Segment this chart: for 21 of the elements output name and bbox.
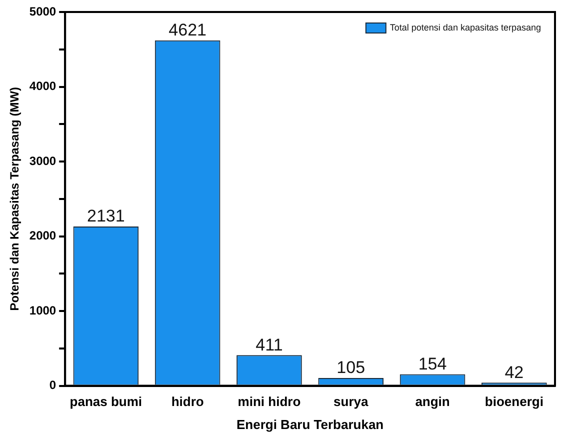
x-axis-title: Energi Baru Terbarukan (236, 416, 384, 432)
data-label: 105 (336, 358, 366, 378)
data-label: 4621 (168, 20, 206, 40)
y-tick-label: 2000 (29, 228, 56, 243)
y-tick-label: 0 (49, 378, 56, 392)
y-tick-label: 3000 (29, 154, 56, 168)
x-tick-label: panas bumi (70, 394, 142, 410)
x-tick-label: hidro (171, 394, 204, 410)
y-tick-label: 1000 (29, 303, 56, 318)
legend-label: Total potensi dan kapasitas terpasang (390, 22, 542, 32)
data-label: 411 (256, 335, 283, 354)
data-label: 42 (504, 362, 524, 382)
y-tick-label: 5000 (29, 4, 56, 18)
x-tick-label: surya (334, 394, 369, 410)
x-tick-label: bioenergi (484, 394, 544, 410)
x-tick-label: angin (415, 394, 450, 410)
y-axis-title: Potensi dan Kapasitas Terpasang (MW) (8, 86, 22, 311)
data-label: 2131 (87, 206, 125, 226)
y-tick-label: 4000 (29, 79, 56, 94)
x-tick-label: mini hidro (238, 394, 301, 410)
data-label: 154 (418, 354, 447, 374)
